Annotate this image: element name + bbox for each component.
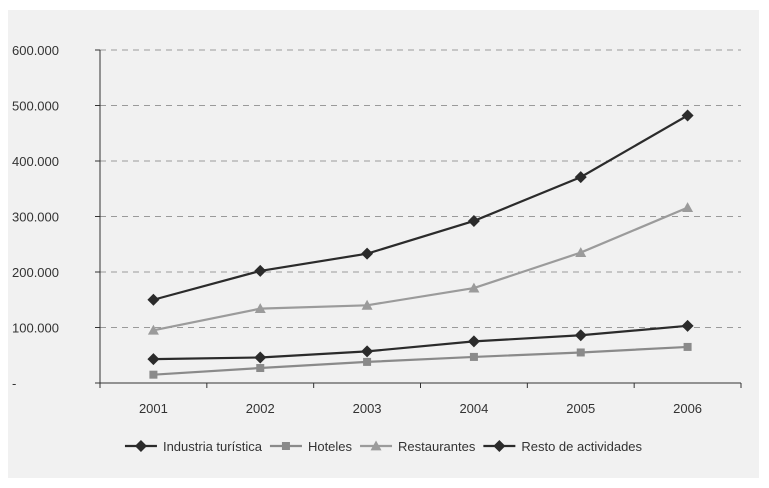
x-tick-label: 2004 <box>459 401 488 416</box>
legend-label: Hoteles <box>308 439 353 454</box>
legend-label: Restaurantes <box>398 439 476 454</box>
data-point <box>256 364 265 373</box>
data-point <box>574 171 587 184</box>
data-point <box>469 352 478 361</box>
data-point <box>147 353 160 366</box>
x-tick-label: 2006 <box>673 401 702 416</box>
series-1 <box>149 342 692 379</box>
line-chart: - 100.000 200.000 300.000 400.000 500.000 600.… <box>12 43 742 454</box>
data-point <box>147 324 159 335</box>
legend-items: Industria turística Hoteles Restaurantes Re… <box>124 439 643 454</box>
series-line <box>153 206 689 332</box>
legend-marker <box>370 440 382 451</box>
data-point <box>681 319 694 332</box>
data-point <box>576 348 585 357</box>
series-line <box>153 114 689 301</box>
axes: - 100.000 200.000 300.000 400.000 500.000 600.… <box>12 43 742 416</box>
y-tick-label: 500.000 <box>12 99 59 114</box>
legend: Industria turística Hoteles Restaurantes Re… <box>124 439 643 454</box>
legend-label: Resto de actividades <box>521 439 642 454</box>
data-point <box>361 247 374 260</box>
y-tick-label: 100.000 <box>12 321 59 336</box>
data-point <box>254 303 266 314</box>
gridlines <box>100 49 741 328</box>
legend-item: Restaurantes <box>360 439 476 454</box>
data-point <box>363 357 372 366</box>
legend-marker <box>134 440 147 452</box>
data-point <box>467 335 480 348</box>
legend-label: Industria turística <box>163 439 263 454</box>
data-point <box>147 293 160 306</box>
x-tick-label: 2001 <box>139 401 168 416</box>
series-line <box>153 324 688 361</box>
data-point <box>681 109 694 122</box>
y-tick-label: 400.000 <box>12 154 59 169</box>
data-point <box>254 264 267 277</box>
chart-panel: - 100.000 200.000 300.000 400.000 500.000 600.… <box>8 10 759 478</box>
series-line <box>153 345 688 376</box>
data-point <box>682 202 694 213</box>
series <box>147 109 694 379</box>
x-tick-label: 2002 <box>246 401 275 416</box>
data-point <box>683 342 692 351</box>
data-point <box>574 329 587 342</box>
series-3 <box>147 319 694 366</box>
y-tick-label: 600.000 <box>12 43 59 58</box>
data-point <box>149 370 158 379</box>
y-tick-label: 200.000 <box>12 265 59 280</box>
data-point <box>575 247 587 257</box>
data-point <box>361 345 374 358</box>
data-point <box>254 351 267 364</box>
y-tick-label: 300.000 <box>12 210 59 225</box>
legend-item: Resto de actividades <box>483 439 643 454</box>
legend-item: Industria turística <box>124 439 263 454</box>
data-point <box>467 214 480 227</box>
legend-marker <box>493 440 506 452</box>
legend-item: Hoteles <box>269 439 353 454</box>
data-point <box>361 299 373 310</box>
series-0 <box>147 109 694 306</box>
legend-marker <box>281 442 290 450</box>
series-2 <box>147 202 694 335</box>
x-tick-label: 2003 <box>353 401 382 416</box>
x-tick-label: 2005 <box>566 401 595 416</box>
y-tick-label: - <box>12 376 16 391</box>
data-point <box>468 282 480 293</box>
